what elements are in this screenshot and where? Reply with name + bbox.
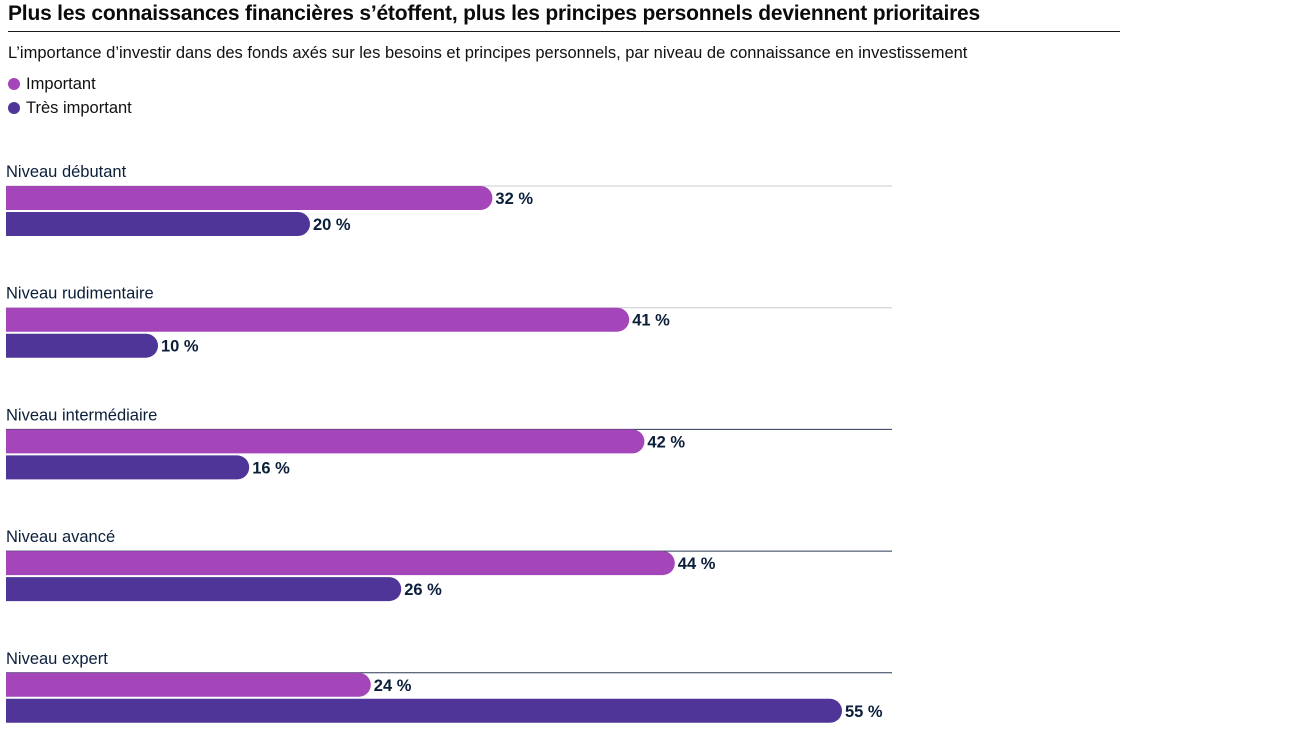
bar-tres-important	[6, 455, 250, 480]
legend: Important Très important	[8, 72, 132, 120]
data-label: 16 %	[252, 459, 290, 477]
bar-important	[6, 186, 493, 210]
legend-swatch-important	[8, 78, 20, 90]
category-label: Niveau avancé	[6, 528, 115, 546]
legend-label-important: Important	[26, 74, 96, 93]
bar-important	[6, 307, 630, 332]
legend-label-tres-important: Très important	[26, 98, 132, 117]
data-label: 26 %	[404, 581, 442, 599]
category-label: Niveau débutant	[6, 163, 127, 181]
data-label: 44 %	[678, 555, 716, 573]
data-label: 32 %	[495, 190, 533, 208]
data-label: 20 %	[313, 216, 351, 234]
category-label: Niveau expert	[6, 650, 108, 668]
data-label: 41 %	[632, 312, 670, 330]
bar-tres-important	[6, 212, 310, 236]
bar-tres-important	[6, 333, 158, 358]
category-label: Niveau rudimentaire	[6, 285, 154, 303]
bar-tres-important	[6, 698, 843, 723]
data-label: 42 %	[647, 433, 685, 451]
category-label: Niveau intermédiaire	[6, 406, 157, 424]
bar-important	[6, 429, 645, 454]
data-label: 55 %	[845, 703, 883, 721]
legend-item-important: Important	[8, 72, 132, 96]
legend-swatch-tres-important	[8, 102, 20, 114]
bar-important	[6, 551, 675, 576]
bar-important	[6, 672, 371, 697]
chart-title: Plus les connaissances financières s’éto…	[8, 2, 1120, 32]
legend-item-tres-important: Très important	[8, 96, 132, 120]
data-label: 10 %	[161, 338, 199, 356]
bar-tres-important	[6, 577, 402, 602]
chart-subtitle: L’importance d’investir dans des fonds a…	[8, 44, 968, 62]
data-label: 24 %	[374, 677, 412, 695]
